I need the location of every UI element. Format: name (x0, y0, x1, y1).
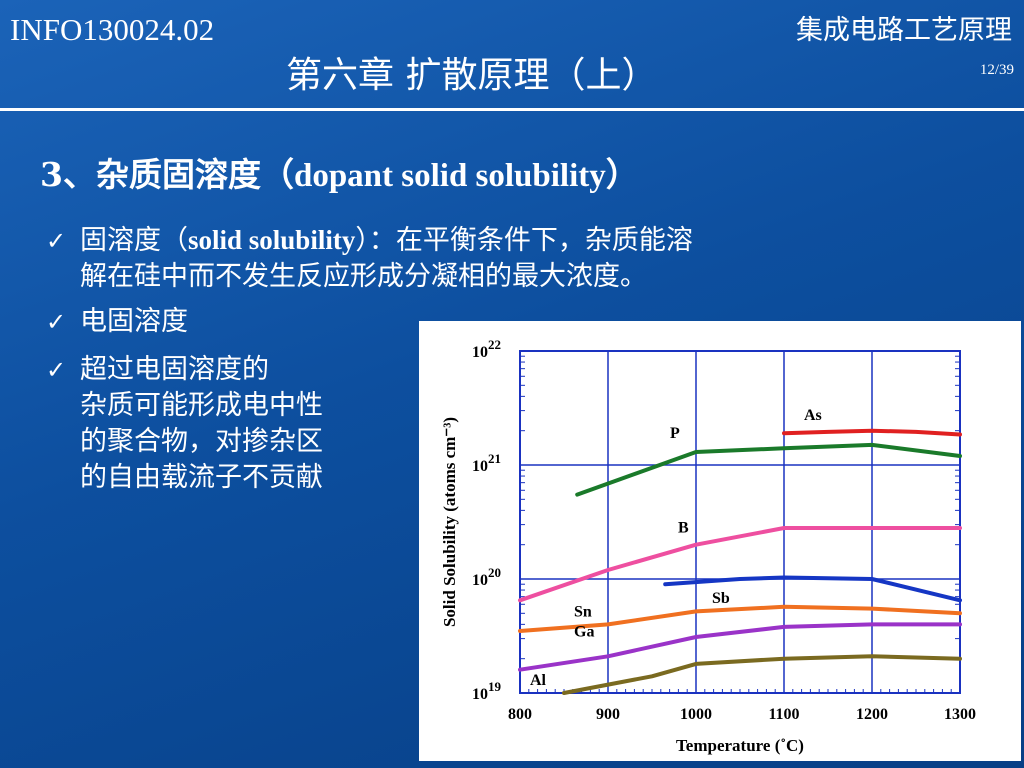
x-tick-label: 900 (596, 706, 620, 723)
y-tick-exponent: 22 (488, 337, 501, 352)
series-line-b (518, 526, 962, 603)
slide-header: INFO130024.02 集成电路工艺原理 第六章 扩散原理（上） 12/39 (0, 0, 1024, 108)
x-tick-label: 1000 (680, 706, 712, 723)
bullet-text: ）：在平衡条件下，杂质能溶 (355, 225, 693, 256)
section-title: 3、杂质固溶度（dopant solid solubility） (40, 148, 639, 196)
section-title-prefix: 3、杂质固溶度（ (40, 155, 294, 194)
series-label-ga: Ga (574, 623, 594, 640)
y-tick-exponent: 19 (488, 679, 502, 694)
bullet-text: 固溶度（ (80, 225, 188, 256)
series-label-b: B (678, 520, 689, 537)
header-divider (0, 108, 1024, 111)
checkmark-icon: ✓ (46, 227, 67, 255)
plot-frame (519, 350, 961, 694)
y-axis-label: Solid Solubility (atoms cm⁻³) (440, 417, 459, 627)
y-tick-exponent: 21 (488, 451, 501, 466)
checkmark-icon: ✓ (46, 308, 67, 336)
y-tick-exponent: 20 (488, 565, 501, 580)
y-tick-label: 10 (472, 458, 488, 475)
series-line-p (575, 442, 962, 497)
series-line-sb (663, 575, 962, 603)
solubility-chart-panel: 800 900 1000 1100 1200 1300 10 22 10 21 10 20 10 19 As… (419, 321, 1021, 761)
series-label-al: Al (530, 672, 547, 689)
x-axis-label: Temperature (˚C) (676, 736, 804, 755)
series-label-sn: Sn (574, 603, 592, 620)
bullet-text: 电固溶度 (80, 306, 188, 337)
x-tick-label: 1300 (944, 706, 976, 723)
bullet-text: 超过电固溶度的 (80, 354, 269, 385)
bullet-solid-solubility: ✓ 固溶度（solid solubility）：在平衡条件下，杂质能溶 解在硅中而… (46, 222, 906, 295)
series-line-sn (518, 604, 962, 633)
bullet-text-latin: solid solubility (188, 225, 356, 255)
series-line-as (782, 428, 962, 437)
y-tick-label: 10 (472, 344, 488, 361)
section-title-suffix: ） (605, 155, 639, 194)
bullet-excess-dopant: ✓ 超过电固溶度的 杂质可能形成电中性 的聚合物，对掺杂区 的自由载流子不贡献 (46, 352, 323, 496)
course-name: 集成电路工艺原理 (796, 15, 1012, 46)
series-label-p: P (670, 425, 680, 442)
x-tick-label: 1200 (856, 706, 888, 723)
series-line-al (562, 654, 962, 695)
bullet-text: 的自由载流子不贡献 (80, 462, 323, 493)
series-label-as: As (804, 407, 822, 424)
chapter-title: 第六章 扩散原理（上） (286, 55, 658, 96)
bullet-text: 杂质可能形成电中性 (80, 390, 323, 421)
y-tick-label: 10 (472, 686, 488, 703)
section-title-latin: dopant solid solubility (293, 158, 606, 194)
x-tick-label: 800 (508, 706, 532, 723)
checkmark-icon: ✓ (46, 356, 67, 384)
series-label-sb: Sb (712, 590, 730, 607)
bullet-text: 解在硅中而不发生反应形成分凝相的最大浓度。 (80, 261, 647, 292)
bullet-text: 的聚合物，对掺杂区 (80, 426, 323, 457)
course-code: INFO130024.02 (10, 12, 215, 47)
bullet-electrical-solubility: ✓ 电固溶度 (46, 304, 188, 340)
series-line-ga (518, 622, 962, 672)
x-tick-label: 1100 (768, 706, 799, 723)
y-tick-label: 10 (472, 572, 488, 589)
page-number: 12/39 (979, 62, 1014, 78)
